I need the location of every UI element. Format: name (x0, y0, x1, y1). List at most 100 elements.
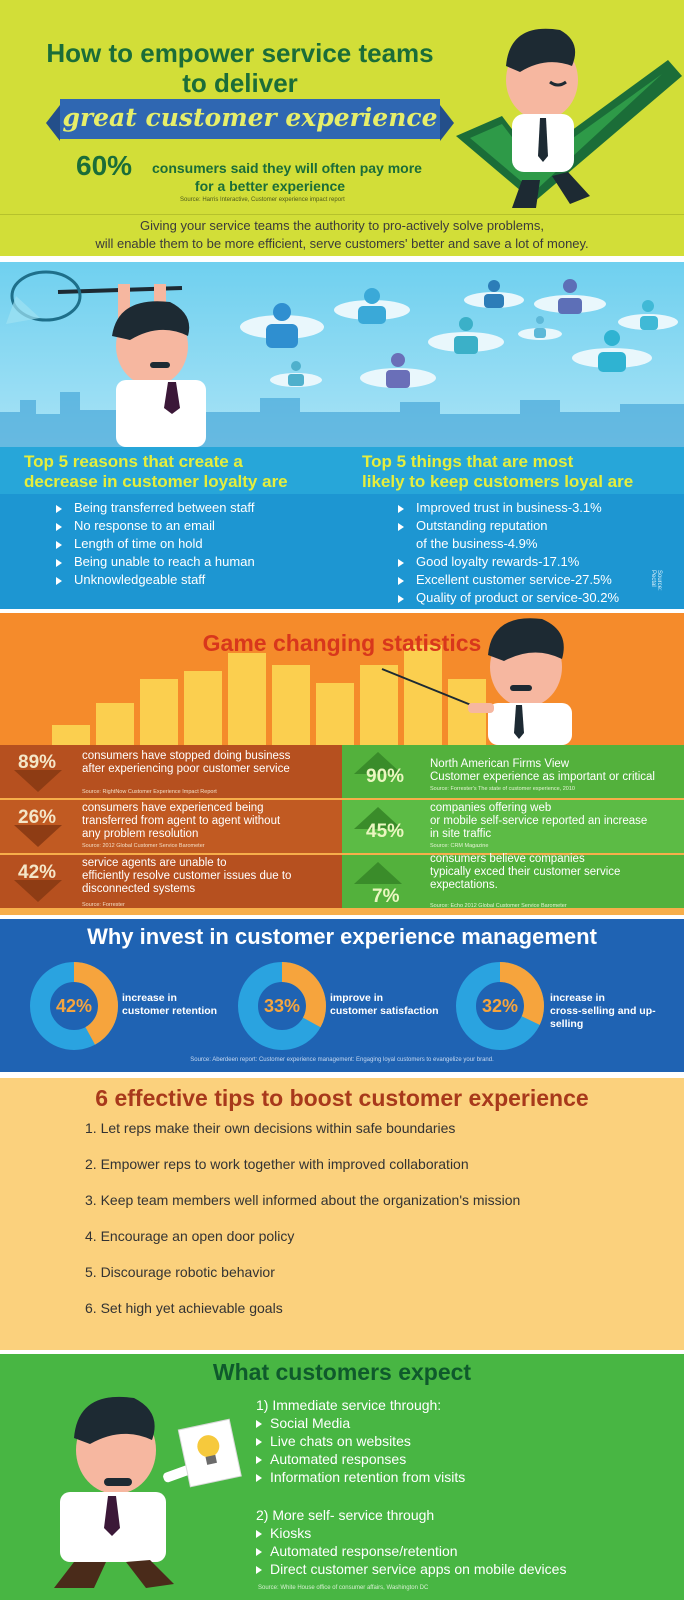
header-source: Source: Harris Interactive, Customer exp… (180, 197, 345, 203)
decorative-bar (184, 671, 222, 745)
list-item: Live chats on websites (256, 1432, 465, 1450)
tip-item: 5. Discourage robotic behavior (85, 1264, 275, 1280)
stat-text-line1: service agents are unable to (82, 857, 227, 869)
stat-text-line2: efficiently resolve customer issues due … (82, 870, 292, 882)
triangle-bullet-icon (398, 594, 404, 603)
triangle-bullet-icon (256, 1438, 262, 1447)
loyalty-decrease-heading-line1: Top 5 reasons that create a (24, 452, 243, 471)
game-stats-title: Game changing statistics (202, 630, 482, 656)
triangle-bullet-icon (56, 504, 62, 513)
stat-text-line2: Customer experience as important or crit… (430, 771, 655, 783)
stat-source: Source: Forrester (82, 902, 125, 908)
loyalty-decrease-list: Being transferred between staff No respo… (56, 499, 255, 589)
arrow-up-icon (354, 752, 402, 774)
tip-item: 4. Encourage an open door policy (85, 1228, 295, 1244)
donut-label-line2: customer retention (122, 1005, 218, 1017)
triangle-bullet-icon (56, 540, 62, 549)
list-item: No response to an email (56, 517, 255, 535)
donut-label-line1: improve in (330, 992, 384, 1004)
decorative-bar (52, 725, 90, 745)
loyalty-source: Source: Pectal (650, 570, 662, 591)
loyalty-decrease-heading-line2: decrease in customer loyalty are (24, 472, 288, 491)
donut-percent: 32% (481, 996, 519, 1016)
header-stat-text-line1: consumers said they will often pay more (152, 160, 422, 176)
arrow-down-icon (14, 880, 62, 902)
invest-source: Source: Aberdeen report: Customer experi… (190, 1057, 494, 1063)
decorative-bar (316, 683, 354, 745)
pointer-stick-icon (381, 668, 477, 708)
loyalty-list-band (0, 494, 684, 609)
donut-fill (238, 962, 326, 1050)
donut-fill (456, 962, 544, 1050)
list-item: Kiosks (256, 1524, 566, 1542)
triangle-bullet-icon (256, 1530, 262, 1539)
triangle-bullet-icon (256, 1420, 262, 1429)
expect-title: What customers expect (212, 1359, 472, 1385)
stat-source: Source: Forrester's The state of custome… (430, 786, 575, 792)
tip-item: 3. Keep team members well informed about… (85, 1192, 521, 1208)
stat-text-line3: any problem resolution (82, 828, 199, 840)
tips-panel (0, 1078, 684, 1350)
arrow-up-icon (354, 807, 402, 829)
stat-text-line2: transferred from agent to agent without (82, 815, 281, 827)
stat-text-line1: consumers have experienced being (82, 802, 264, 814)
arrow-up-icon (354, 862, 402, 884)
butterfly-net-icon (10, 270, 82, 322)
triangle-bullet-icon (56, 576, 62, 585)
stat-text-line1: consumers have stopped doing business (82, 750, 291, 762)
expect-group-heading: 1) Immediate service through: (256, 1397, 442, 1413)
triangle-bullet-icon (56, 558, 62, 567)
list-item: Automated response/retention (256, 1542, 566, 1560)
triangle-bullet-icon (256, 1548, 262, 1557)
stat-percent: 7% (372, 886, 400, 907)
list-item: Quality of product or service-30.2% (398, 589, 619, 607)
intro-text-line2: will enable them to be more efficient, s… (95, 236, 589, 251)
decorative-bar (360, 665, 398, 745)
list-item: Excellent customer service-27.5% (398, 571, 619, 589)
stat-text-line1: North American Firms View (430, 758, 570, 770)
list-item: Improved trust in business-3.1% (398, 499, 619, 517)
checkmark-businessman-illustration (456, 28, 682, 208)
expect-immediate-group: 1) Immediate service through: Social Med… (256, 1396, 465, 1486)
expect-self-service-group: 2) More self- service through Kiosks Aut… (256, 1506, 566, 1578)
list-item: Outstanding reputation (398, 517, 619, 535)
decorative-bar (228, 653, 266, 745)
tip-item: 2. Empower reps to work together with im… (85, 1156, 469, 1172)
stat-percent: 45% (366, 821, 405, 842)
stat-text-line3: disconnected systems (82, 883, 196, 895)
arrow-down-icon (14, 770, 62, 792)
expect-source: Source: White House office of consumer a… (258, 1585, 429, 1591)
triangle-bullet-icon (256, 1566, 262, 1575)
list-item: Information retention from visits (256, 1468, 465, 1486)
header-stat-text-line2: for a better experience (194, 178, 346, 194)
page-title-line2: to deliver (182, 68, 298, 98)
decorative-bar (404, 645, 442, 745)
donut-percent: 42% (55, 996, 93, 1016)
stat-text-line3: expectations. (430, 879, 498, 891)
loyalty-keep-heading-line1: Top 5 things that are most (362, 452, 574, 471)
tips-title: 6 effective tips to boost customer exper… (95, 1085, 589, 1111)
presenter-illustration (381, 618, 572, 745)
donut-fill (30, 962, 118, 1050)
list-item: Length of time on hold (56, 535, 255, 553)
donut-label-line1: increase in (550, 992, 605, 1004)
triangle-bullet-icon (398, 558, 404, 567)
stat-text-line1: companies offering web (430, 802, 552, 814)
flying-customers-illustration (0, 270, 684, 447)
stat-source: Source: RightNow Customer Experience Imp… (82, 789, 217, 795)
header-stat-number: 60% (76, 150, 133, 181)
stat-source: Source: Echo 2012 Global Customer Servic… (430, 903, 567, 909)
stat-text-line2: or mobile self-service reported an incre… (430, 815, 648, 827)
donut-label-line2: cross-selling and up-selling (550, 1005, 656, 1030)
triangle-bullet-icon (398, 522, 404, 531)
arrow-down-icon (14, 825, 62, 847)
ribbon-text: great customer experience (62, 103, 438, 132)
satisfaction-donut-chart (238, 962, 326, 1050)
triangle-bullet-icon (398, 504, 404, 513)
list-item: Being unable to reach a human (56, 553, 255, 571)
decorative-bar (140, 679, 178, 745)
stat-percent: 26% (18, 807, 57, 828)
list-item-continued: of the business-4.9% (416, 536, 538, 551)
list-item: Automated responses (256, 1450, 465, 1468)
title-ribbon (46, 99, 454, 141)
